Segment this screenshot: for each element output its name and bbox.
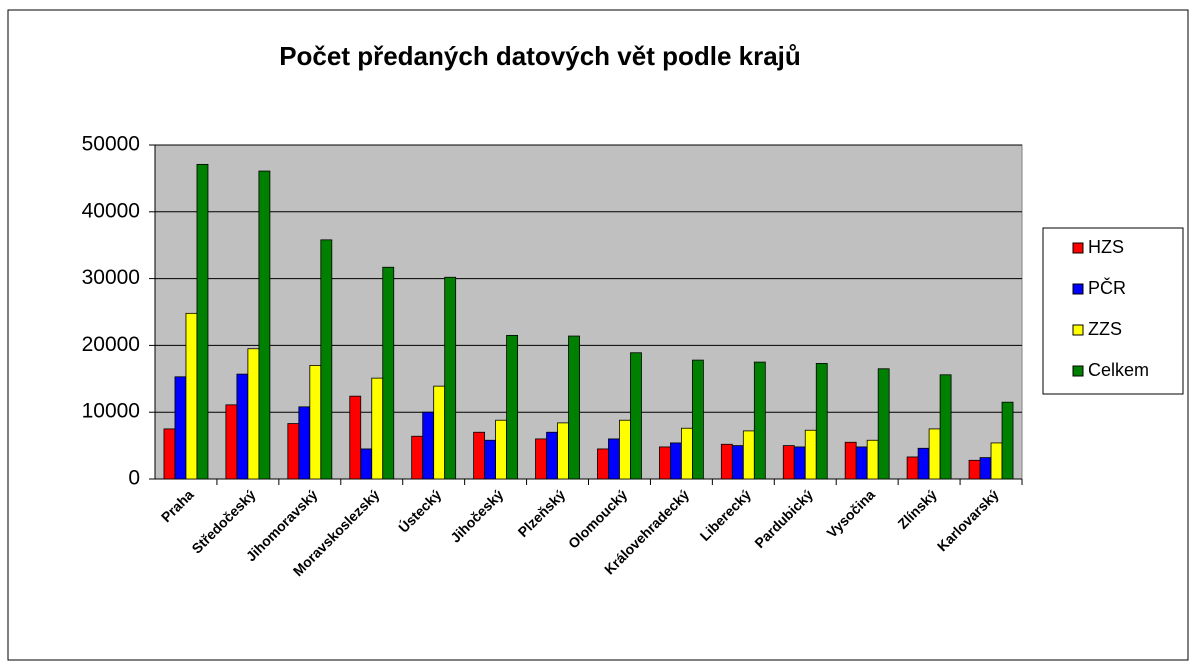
bar [731,445,744,480]
bar [680,427,693,480]
bar [804,429,817,480]
bar [917,447,930,480]
bar [782,445,795,480]
bar [990,442,1003,480]
bar [382,266,395,480]
bar [658,446,671,480]
bar [236,373,249,480]
bar [968,459,981,480]
bar [360,448,373,480]
bar [877,368,890,480]
bar [1001,401,1014,480]
bar [815,363,828,480]
bar [258,170,271,480]
bar [174,376,187,480]
bar [855,446,868,480]
bar [535,438,547,480]
bar [753,361,766,480]
bar [844,441,857,480]
bar [349,395,362,480]
bar [557,422,569,480]
bar [444,276,457,480]
bar [411,435,424,480]
y-tick-label: 20000 [82,333,140,356]
bar [433,385,446,480]
bar [669,442,682,480]
bar [473,431,486,480]
legend-swatch [1072,365,1084,377]
bar [422,411,435,480]
legend-swatch [1072,283,1084,295]
legend-label: HZS [1088,237,1124,257]
bar [979,457,992,480]
bar [793,446,806,480]
bar [298,406,311,480]
bar [691,359,704,480]
y-tick-label: 50000 [82,133,140,156]
plot-area [154,144,1023,480]
bar [568,335,580,480]
bar [866,439,879,480]
bar [630,352,642,480]
bar [309,365,322,480]
y-tick-label: 30000 [82,266,140,289]
bar [608,438,620,480]
y-tick-label: 10000 [82,400,140,423]
bar [163,428,176,480]
bar [196,163,209,480]
bar [287,423,300,480]
bar [371,377,384,480]
legend-swatch [1072,324,1084,336]
bar [906,456,919,480]
y-tick-label: 0 [128,467,140,490]
chart-title: Počet předaných datových vět podle krajů [279,41,801,71]
legend-label: Celkem [1088,360,1149,380]
bar [225,404,238,480]
bar [185,312,198,480]
bar [247,348,260,480]
bar [506,334,519,480]
legend-label: ZZS [1088,319,1122,339]
bar [484,439,497,480]
y-tick-label: 40000 [82,199,140,222]
bar [597,448,609,480]
bar [546,431,558,480]
bar [720,443,733,480]
bar [742,430,755,480]
legend-swatch [1072,242,1084,254]
bar [320,239,333,480]
bar [939,374,952,480]
bar [928,428,941,480]
bar [495,419,508,480]
legend [1042,227,1184,395]
bar [619,419,631,480]
legend-label: PČR [1088,277,1126,298]
